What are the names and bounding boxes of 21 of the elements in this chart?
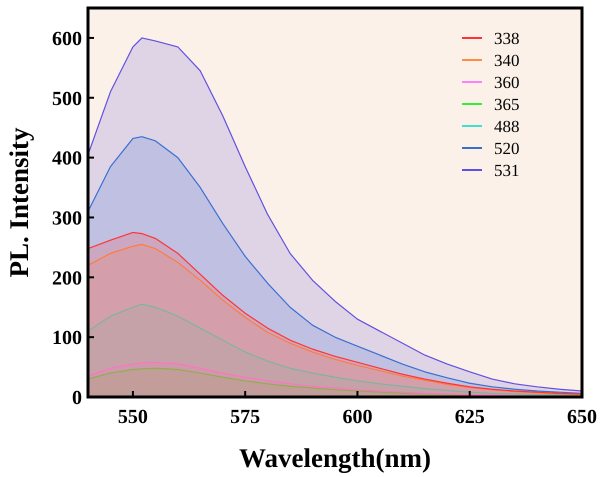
legend-label: 365 xyxy=(494,95,520,114)
y-axis-title: PL. Intensity xyxy=(4,127,34,278)
y-tick-label: 500 xyxy=(52,88,82,110)
y-tick-label: 100 xyxy=(52,327,82,350)
legend-label: 338 xyxy=(494,29,520,48)
y-tick-label: 300 xyxy=(52,207,82,230)
x-tick-label: 625 xyxy=(454,406,485,428)
legend-label: 340 xyxy=(494,51,520,70)
y-tick-label: 0 xyxy=(72,387,82,409)
x-tick-label: 650 xyxy=(567,406,597,428)
x-tick-label: 600 xyxy=(342,406,372,428)
y-tick-label: 200 xyxy=(52,267,82,290)
y-tick-label: 400 xyxy=(52,148,82,170)
y-tick-label: 600 xyxy=(52,28,82,50)
legend-label: 520 xyxy=(494,139,520,158)
x-tick-label: 550 xyxy=(118,406,148,428)
legend-label: 531 xyxy=(494,161,520,180)
legend-label: 360 xyxy=(494,73,520,92)
x-axis-title: Wavelength(nm) xyxy=(239,443,431,473)
x-tick-label: 575 xyxy=(230,406,260,428)
legend-label: 488 xyxy=(494,117,520,136)
